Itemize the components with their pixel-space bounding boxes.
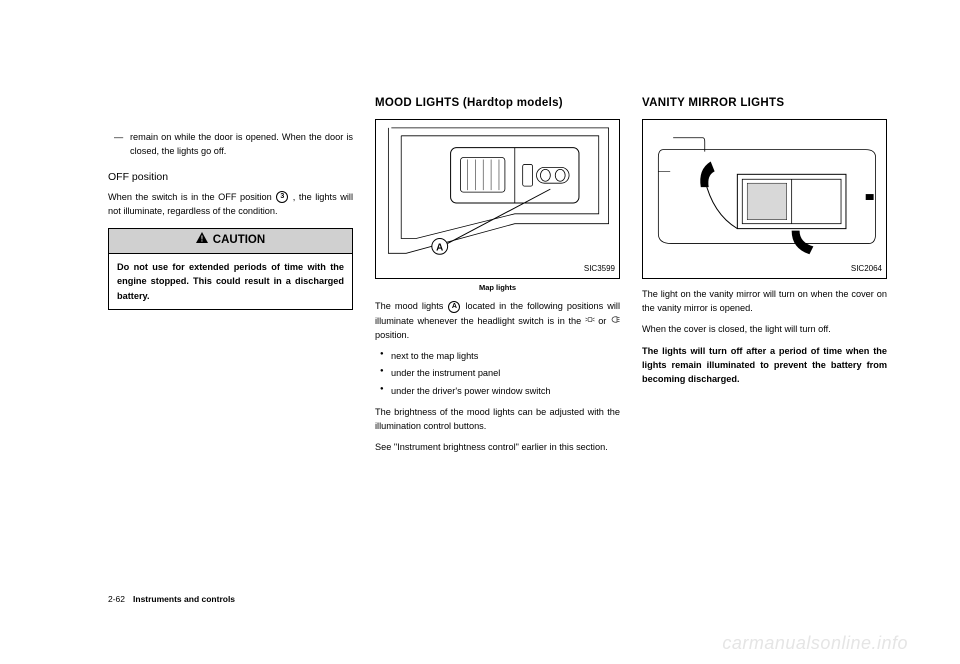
section-name: Instruments and controls [133, 594, 235, 604]
bullet-1: next to the map lights [375, 349, 620, 363]
figure-caption: Map lights [375, 282, 620, 294]
vanity-para-3: The lights will turn off after a period … [642, 344, 887, 387]
see-ref-para: See "Instrument brightness control" earl… [375, 440, 620, 454]
vanity-para-2: When the cover is closed, the light will… [642, 322, 887, 336]
vanity-figure: SIC2064 [642, 119, 887, 279]
map-lights-diagram: A [376, 120, 619, 278]
watermark: carmanualsonline.info [722, 633, 908, 654]
intro-pre: The mood lights [375, 301, 447, 311]
vanity-diagram [643, 120, 886, 278]
caution-body: Do not use for extended periods of time … [109, 254, 352, 309]
off-position-text: When the switch is in the OFF position 3… [108, 190, 353, 219]
warning-triangle-icon: ! [196, 232, 208, 250]
off-text-pre: When the switch is in the OFF position [108, 192, 275, 202]
dash-list-item: remain on while the door is opened. When… [108, 130, 353, 159]
bullet-2: under the instrument panel [375, 366, 620, 380]
or-text: or [598, 316, 610, 326]
headlight-icon [610, 316, 620, 325]
intro-end: position. [375, 330, 409, 340]
mood-lights-title: MOOD LIGHTS (Hardtop models) [375, 95, 620, 113]
column-1: remain on while the door is opened. When… [108, 95, 353, 664]
manual-page: remain on while the door is opened. When… [0, 0, 960, 664]
page-footer: 2-62 Instruments and controls [108, 594, 235, 604]
brightness-para: The brightness of the mood lights can be… [375, 405, 620, 434]
vanity-para-1: The light on the vanity mirror will turn… [642, 287, 887, 316]
svg-text:A: A [436, 242, 443, 253]
column-3: VANITY MIRROR LIGHTS SIC2064 The light o [642, 95, 887, 664]
caution-header: ! CAUTION [109, 229, 352, 254]
caution-box: ! CAUTION Do not use for extended period… [108, 228, 353, 310]
vanity-title: VANITY MIRROR LIGHTS [642, 95, 887, 113]
svg-text:!: ! [200, 235, 203, 244]
map-lights-figure: A SIC3599 [375, 119, 620, 279]
mood-intro: The mood lights A located in the followi… [375, 299, 620, 342]
figure-code: SIC3599 [584, 263, 615, 275]
column-2: MOOD LIGHTS (Hardtop models) [375, 95, 620, 664]
off-position-heading: OFF position [108, 169, 353, 185]
caution-title: CAUTION [213, 232, 265, 250]
circle-a-icon: A [448, 301, 460, 313]
page-number: 2-62 [108, 594, 125, 604]
circle-3-icon: 3 [276, 191, 288, 203]
bullet-3: under the driver's power window switch [375, 384, 620, 398]
figure-code-2: SIC2064 [851, 263, 882, 275]
parking-light-icon [585, 316, 598, 325]
